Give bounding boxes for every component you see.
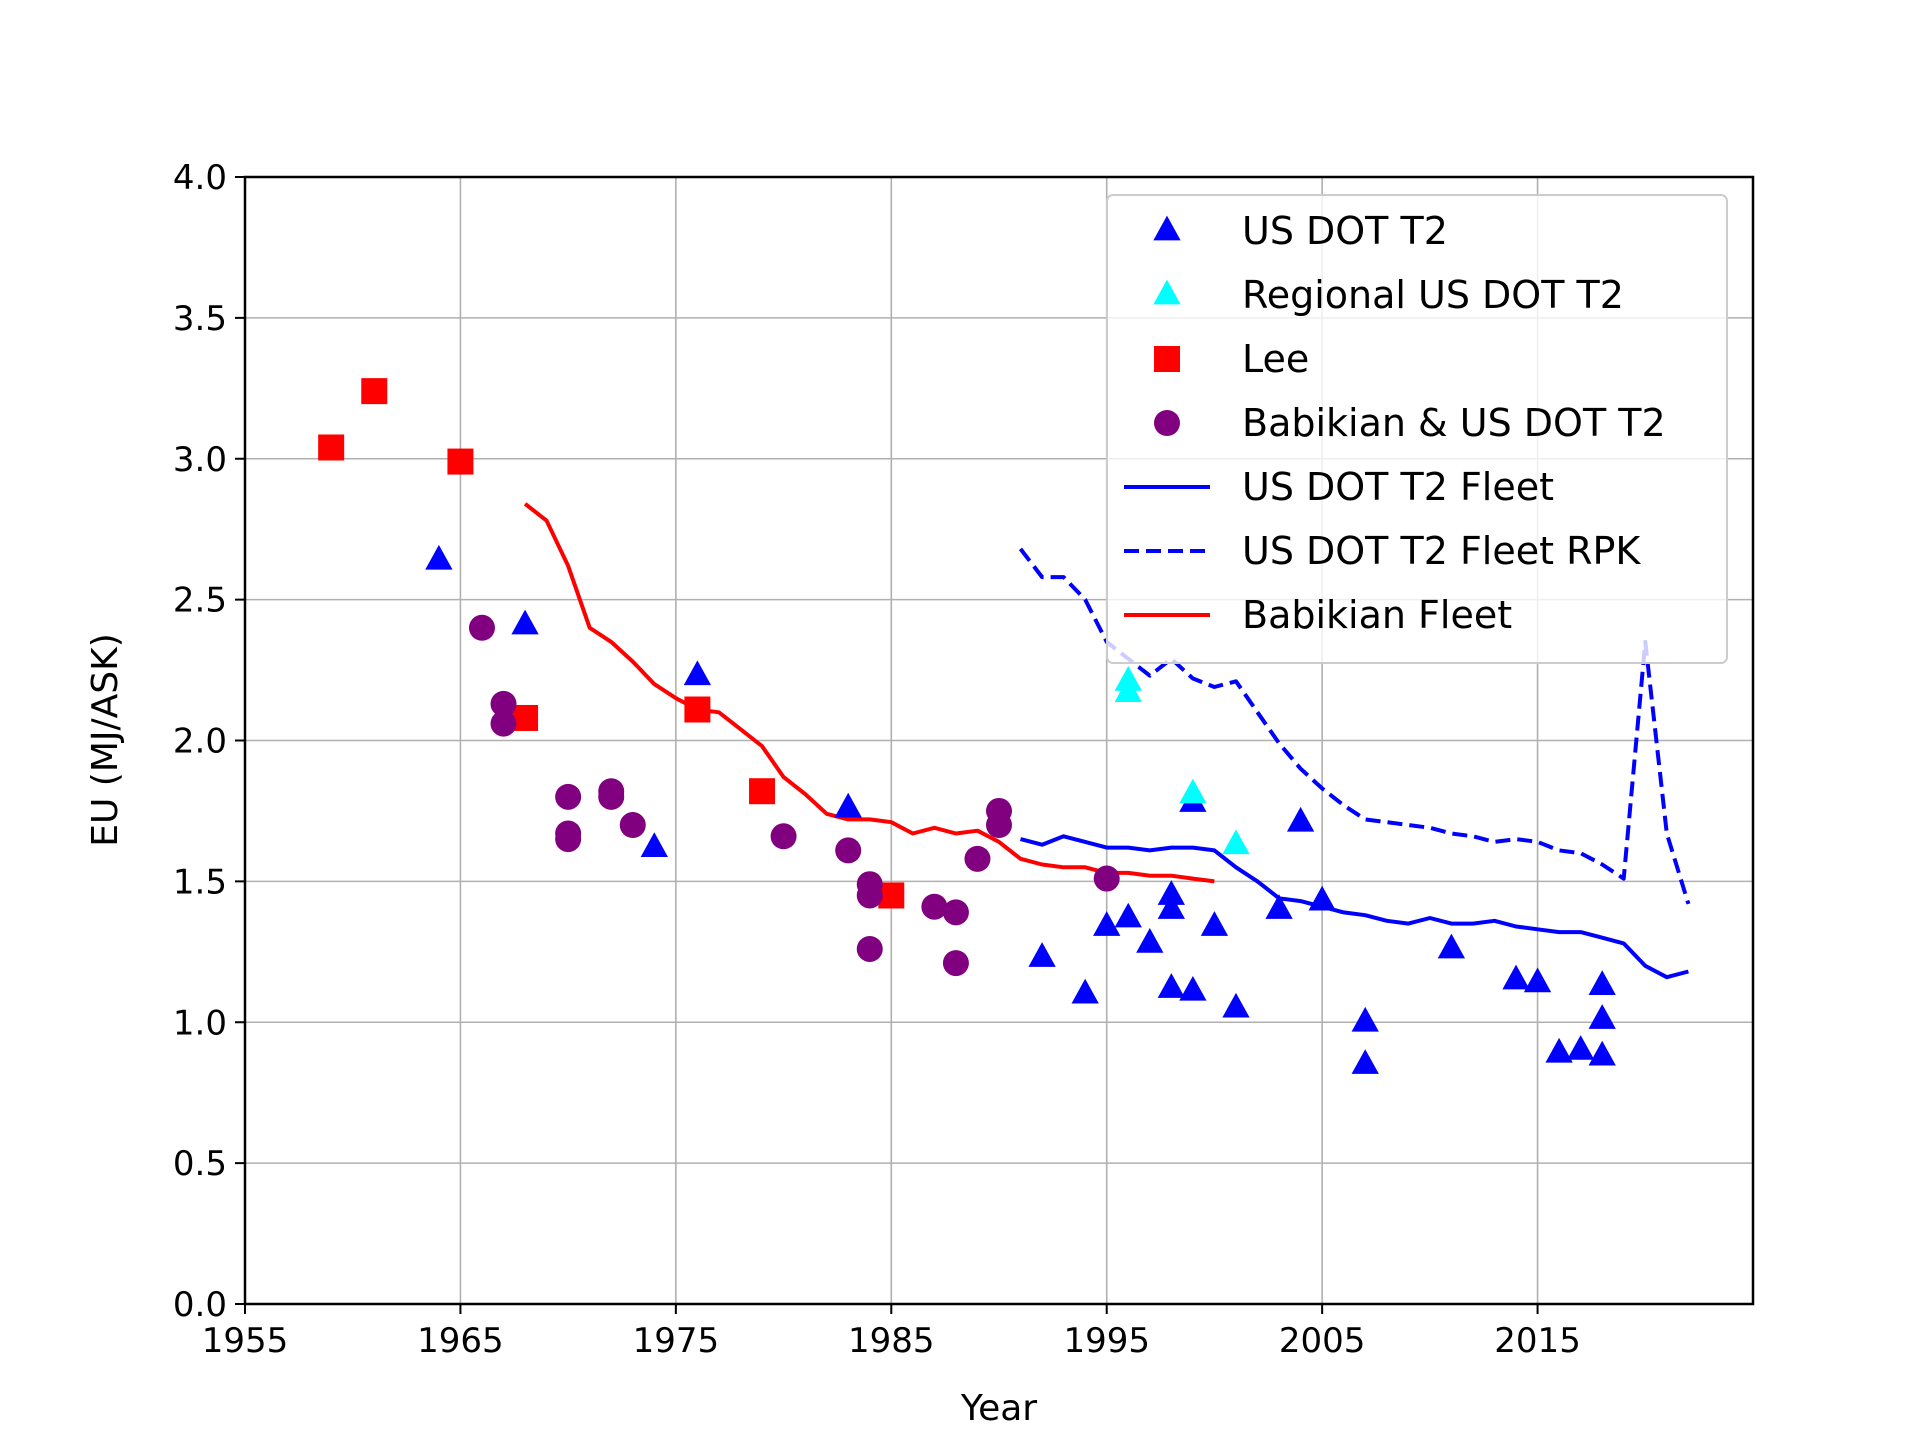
legend: US DOT T2 Regional US DOT T2 Lee Babikian &… [1106,194,1728,664]
us-dot-t2-point [1179,975,1207,1001]
lee-point [749,778,776,805]
us-dot-t2-point [511,609,539,635]
babikian-us-dot-t2-point [555,783,582,810]
x-tick-label: 1965 [417,1321,504,1361]
babikian-us-dot-t2-point [555,826,582,853]
axis-ticks: 1955 1965 1975 1985 1995 2005 2015 0.0 0.5 1.0 1.5… [173,158,1581,1361]
y-tick-label: 4.0 [173,158,227,198]
us-dot-t2-point [683,660,712,686]
us-dot-t2-point [1222,992,1250,1018]
legend-label-us-dot-t2-fleet: US DOT T2 Fleet [1242,465,1554,509]
legend-swatch-babikian-us-dot-t2 [1154,410,1180,436]
us-dot-t2-point [1567,1035,1595,1060]
babikian-us-dot-t2-point [921,893,948,920]
us-dot-t2-point [425,544,453,570]
regional-us-dot-t2-point [1114,677,1142,702]
babikian-us-dot-t2-point [770,823,797,850]
y-tick-label: 3.5 [173,299,227,339]
us-dot-t2-point [1588,970,1616,996]
babikian-us-dot-t2-point [598,783,625,810]
y-axis-title: EU (MJ/ASK) [85,633,126,847]
x-tick-label: 1955 [202,1321,289,1361]
y-tick-label: 0.5 [173,1144,227,1184]
us-dot-t2-point [834,792,862,818]
x-tick-label: 1975 [633,1321,720,1361]
us-dot-t2-point [1157,880,1185,905]
lee-point [361,378,388,405]
legend-swatch-regional-us-dot-t2 [1153,279,1181,305]
us-dot-t2-point [1437,933,1466,959]
us-dot-t2-point [1157,894,1185,919]
legend-label-us-dot-t2-fleet-rpk: US DOT T2 Fleet RPK [1242,529,1641,573]
lee-point [447,448,474,475]
us-dot-t2-point [1093,911,1121,936]
babikian-us-dot-t2-point [835,837,862,864]
lee-point [684,696,711,723]
babikian-us-dot-t2-point [856,935,883,962]
y-tick-label: 2.0 [173,722,227,762]
babikian-us-dot-t2-point [856,882,883,909]
babikian-us-dot-t2-point [942,950,969,977]
babikian-us-dot-t2-point [964,845,991,872]
legend-label-babikian-fleet: Babikian Fleet [1242,593,1512,637]
us-dot-t2-point [1351,1049,1379,1074]
babikian-us-dot-t2-point [942,899,969,926]
lee-point [512,704,539,731]
y-tick-label: 1.0 [173,1003,227,1043]
legend-label-us-dot-t2: US DOT T2 [1242,209,1448,253]
us-dot-t2-point [1028,942,1056,967]
y-tick-label: 0.0 [173,1285,227,1325]
us-dot-t2-point [640,832,668,857]
us-dot-t2-point [1351,1006,1379,1032]
babikian-us-dot-t2-point [986,812,1012,839]
us-dot-t2-fleet-line [1019,834,1689,980]
legend-box [1106,194,1728,664]
us-dot-t2-point [1545,1037,1573,1063]
x-tick-label: 2015 [1494,1321,1581,1361]
us-dot-t2-point [1308,885,1336,911]
us-dot-t2-point [1588,1004,1616,1029]
legend-label-lee: Lee [1242,337,1309,381]
babikian-us-dot-t2-point [468,614,495,641]
babikian-us-dot-t2-point [490,710,517,737]
legend-label-babikian-us-dot-t2: Babikian & US DOT T2 [1242,401,1666,445]
us-dot-t2-point [1071,978,1099,1004]
x-tick-label: 1985 [848,1321,935,1361]
legend-swatch-us-dot-t2 [1153,215,1181,241]
us-dot-t2-point [1200,911,1229,936]
us-dot-t2-point [1114,902,1142,928]
x-axis-title: Year [960,1388,1037,1429]
x-tick-label: 2005 [1279,1321,1366,1361]
us-dot-t2-point [1136,928,1164,953]
us-dot-t2-point [1286,806,1315,832]
babikian-us-dot-t2-point [1093,865,1120,892]
lee-point [318,434,345,461]
us-dot-t2-point [1523,967,1552,993]
regional-us-dot-t2-point [1179,778,1207,804]
babikian-us-dot-t2-point [619,812,646,839]
us-dot-t2-point [1157,973,1185,998]
marker-series [318,378,1616,1074]
legend-label-regional-us-dot-t2: Regional US DOT T2 [1242,273,1624,317]
y-tick-label: 2.5 [173,581,227,621]
babikian-us-dot-t2-point [490,690,517,717]
regional-us-dot-t2-point [1222,829,1250,855]
us-dot-t2-point [1588,1040,1616,1066]
us-dot-t2-point [1502,964,1530,990]
y-tick-label: 3.0 [173,440,227,480]
y-tick-label: 1.5 [173,862,227,902]
legend-swatch-lee [1154,346,1180,372]
us-dot-t2-point [1265,894,1293,919]
x-tick-label: 1995 [1063,1321,1150,1361]
